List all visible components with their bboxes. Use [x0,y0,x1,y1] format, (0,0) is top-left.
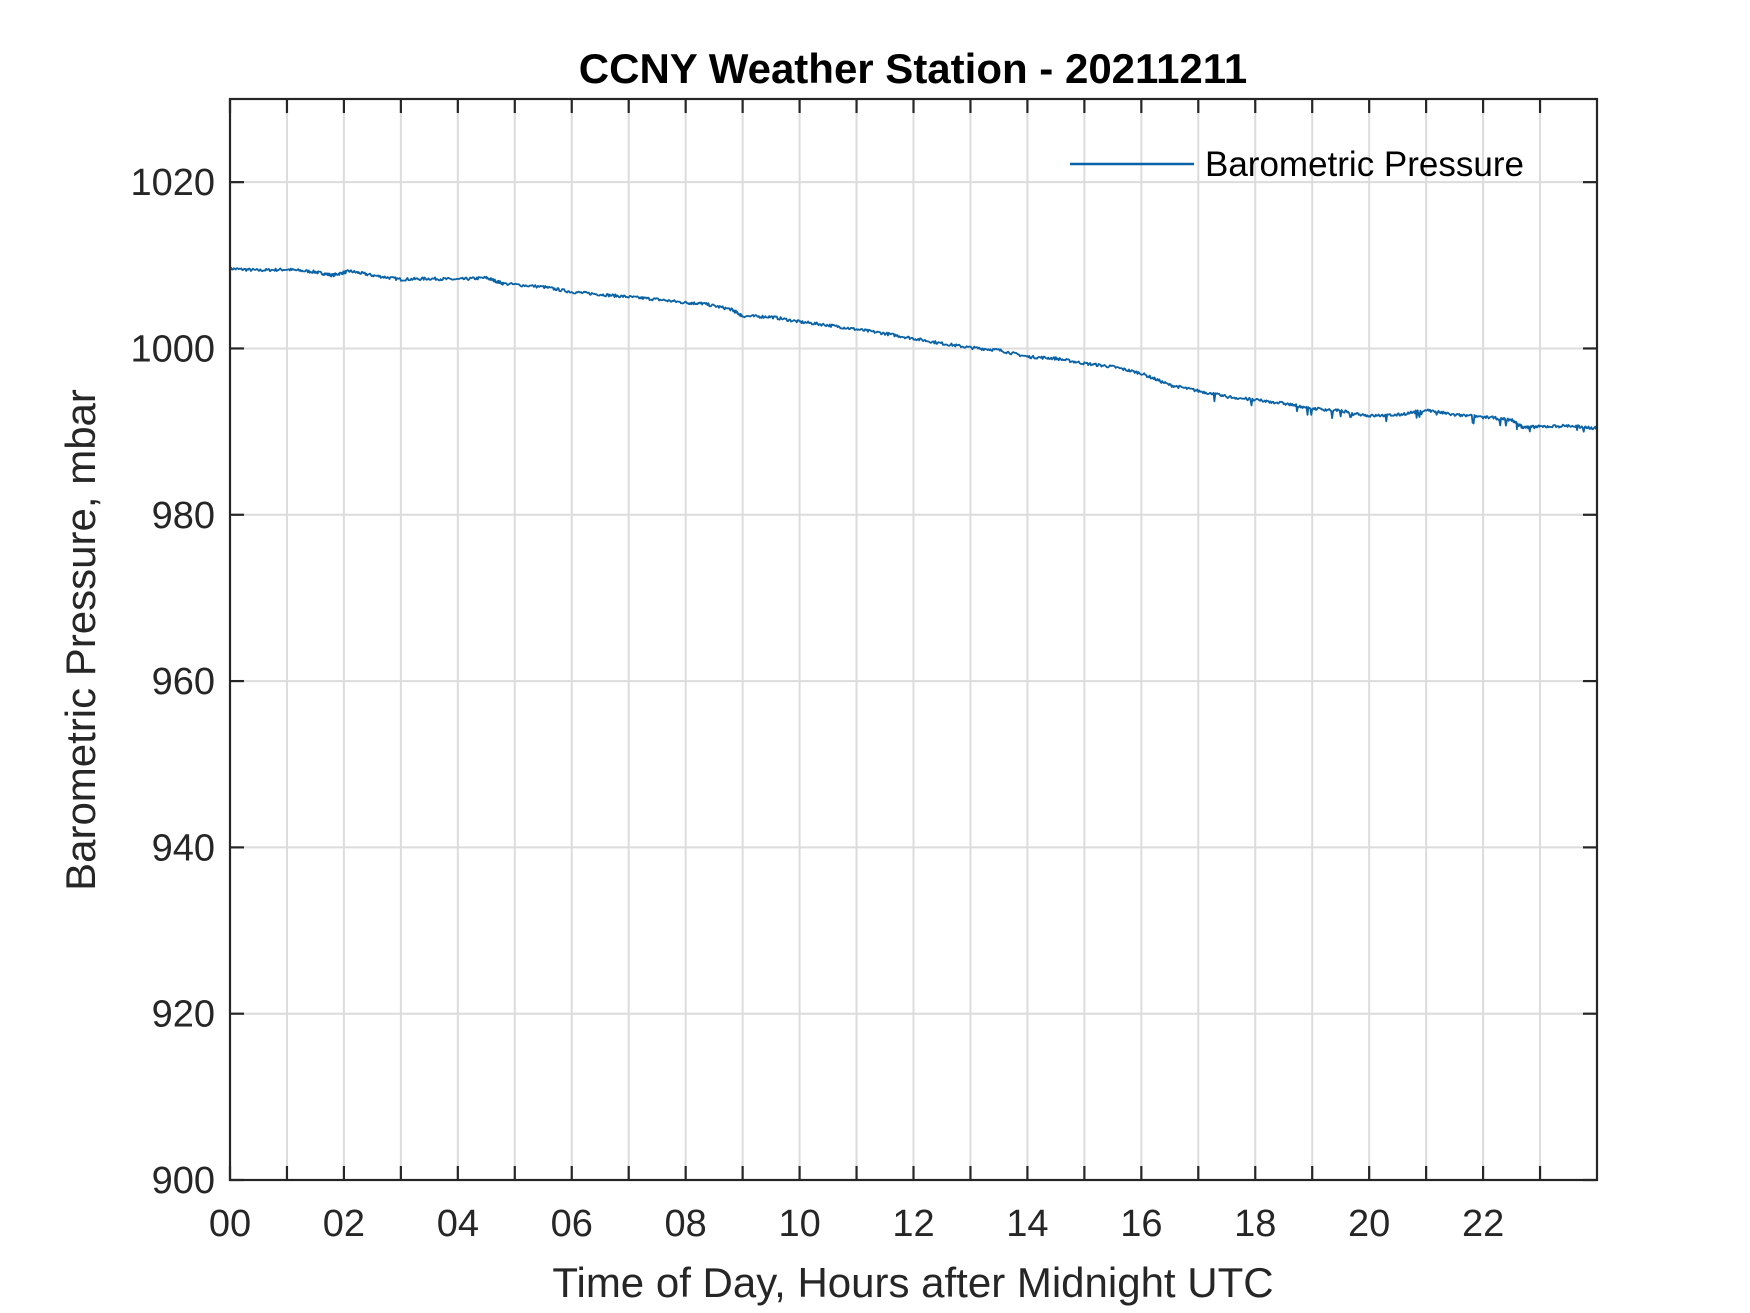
y-tick-label: 960 [152,661,215,703]
x-tick-label: 04 [437,1203,479,1245]
series-layer [229,266,1598,433]
x-tick-label: 10 [778,1203,820,1245]
y-tick-label: 920 [152,994,215,1036]
y-axis-label: Barometric Pressure, mbar [57,389,104,891]
x-tick-label: 06 [551,1203,593,1245]
x-tick-label: 02 [323,1203,365,1245]
y-tick-label: 1020 [130,162,215,204]
x-tick-label: 08 [665,1203,707,1245]
x-tick-labels: 00 02 04 06 08 10 12 14 16 18 20 22 [209,1203,1504,1245]
x-tick-label: 12 [892,1203,934,1245]
chart-title: CCNY Weather Station - 20211211 [579,45,1247,92]
y-tick-label: 940 [152,827,215,869]
x-tick-label: 00 [209,1203,251,1245]
plot-frame [228,97,1599,1182]
x-tick-label: 22 [1462,1203,1504,1245]
x-tick-label: 16 [1120,1203,1162,1245]
y-tick-label: 900 [152,1160,215,1202]
y-tick-label: 980 [152,495,215,537]
series-line-barometric-pressure [229,266,1598,433]
legend-entry-barometric-pressure: Barometric Pressure [1205,145,1524,184]
x-tick-label: 14 [1006,1203,1048,1245]
x-axis-label: Time of Day, Hours after Midnight UTC [552,1259,1273,1306]
legend: Barometric Pressure [1070,145,1524,184]
x-tick-label: 18 [1234,1203,1276,1245]
x-tick-label: 20 [1348,1203,1390,1245]
y-tick-label: 1000 [130,328,215,370]
y-tick-labels: 900 920 940 960 980 1000 1020 [130,162,215,1202]
